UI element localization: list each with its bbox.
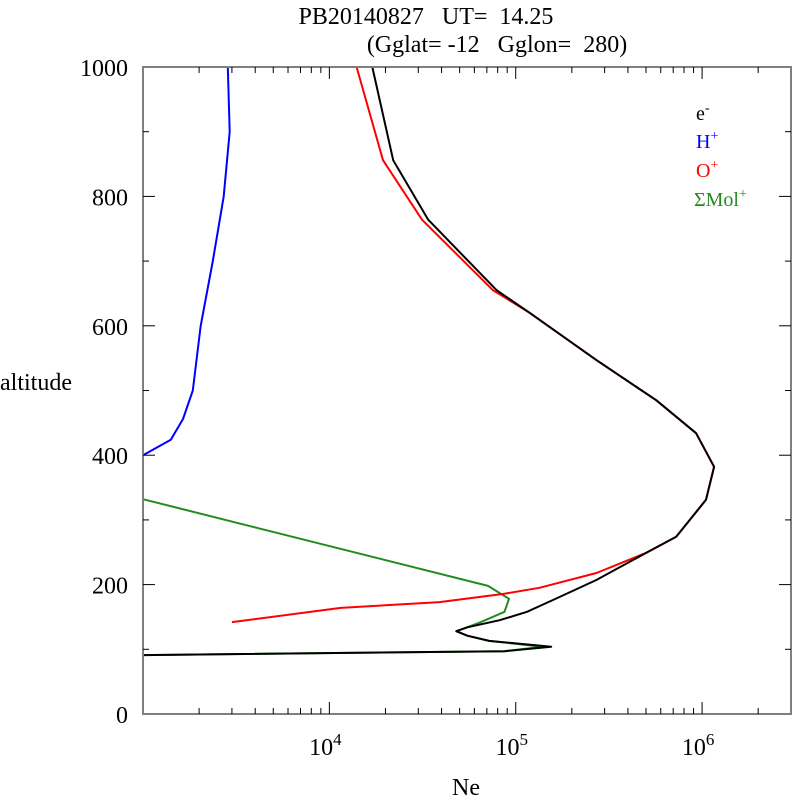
y-tick-label: 600 xyxy=(92,315,128,341)
x-tick-label: 105 xyxy=(495,730,528,761)
y-axis-label: altitude xyxy=(0,370,72,396)
series-line-h xyxy=(142,66,231,457)
x-tick-label: 104 xyxy=(309,730,342,761)
y-tick-label: 1000 xyxy=(80,56,128,82)
x-axis-label: Ne xyxy=(452,775,480,796)
legend: e- H+ O+ ΣMol+ xyxy=(694,101,747,211)
x-tick-label: 106 xyxy=(682,730,715,761)
y-tick-label: 200 xyxy=(92,574,128,600)
plot-frame xyxy=(142,66,792,715)
legend-item-h: H+ xyxy=(696,129,718,153)
legend-item-e: e- xyxy=(696,101,710,125)
chart-title-line1: PB20140827 UT= 14.25 xyxy=(299,4,554,30)
series-line-mol xyxy=(142,498,544,657)
y-ticks: 0 200 400 600 800 1000 xyxy=(80,56,791,729)
y-tick-label: 0 xyxy=(116,703,128,729)
series-layer xyxy=(142,66,716,657)
legend-item-mol: ΣMol+ xyxy=(694,187,747,211)
x-ticks: 104 105 106 xyxy=(198,67,759,761)
legend-item-o: O+ xyxy=(696,158,718,182)
y-tick-label: 800 xyxy=(92,185,128,211)
y-tick-label: 400 xyxy=(92,444,128,470)
series-line-e xyxy=(142,66,716,657)
chart-title-line2: (Gglat= -12 Gglon= 280) xyxy=(367,32,627,58)
